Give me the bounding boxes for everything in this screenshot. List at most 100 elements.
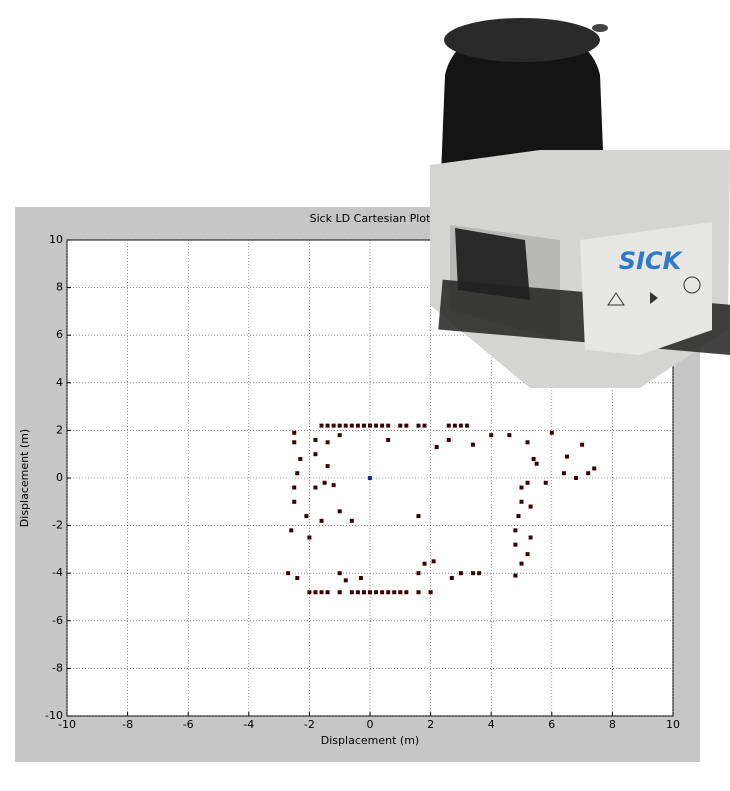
point [526, 552, 530, 556]
device-logo: SICK [619, 247, 684, 275]
y-tick-label: 4 [56, 376, 63, 389]
x-tick-label: -2 [304, 718, 315, 731]
point [520, 500, 524, 504]
device-photo: SICK [430, 18, 730, 388]
x-tick-label: 8 [609, 718, 616, 731]
x-tick-label: 4 [488, 718, 495, 731]
point [320, 519, 324, 523]
point [386, 438, 390, 442]
point [592, 466, 596, 470]
x-tick-label: 6 [548, 718, 555, 731]
point [416, 590, 420, 594]
screenshot: Sick LD Cartesian Plot Displacement (m) … [0, 0, 730, 791]
point [398, 424, 402, 428]
point [313, 452, 317, 456]
point [423, 562, 427, 566]
point [368, 476, 372, 480]
point [386, 590, 390, 594]
point [374, 590, 378, 594]
x-tick-label: 10 [666, 718, 680, 731]
point [359, 576, 363, 580]
point [447, 424, 451, 428]
x-axis-label: Displacement (m) [321, 734, 419, 747]
point [516, 514, 520, 518]
point [574, 476, 578, 480]
chart-title: Sick LD Cartesian Plot [310, 212, 431, 225]
point [520, 486, 524, 490]
point [313, 438, 317, 442]
point [386, 424, 390, 428]
point [526, 440, 530, 444]
point [292, 440, 296, 444]
y-tick-label: -8 [52, 661, 63, 674]
point [307, 590, 311, 594]
point [453, 424, 457, 428]
x-tick-label: -8 [122, 718, 133, 731]
point [532, 457, 536, 461]
point [313, 590, 317, 594]
point [565, 455, 569, 459]
point [338, 433, 342, 437]
point [338, 571, 342, 575]
point [513, 574, 517, 578]
y-tick-label: 0 [56, 471, 63, 484]
point [332, 424, 336, 428]
point [350, 519, 354, 523]
point [368, 424, 372, 428]
point [323, 481, 327, 485]
point [465, 424, 469, 428]
point [429, 590, 433, 594]
point [332, 483, 336, 487]
point [350, 424, 354, 428]
point [304, 514, 308, 518]
point [507, 433, 511, 437]
point [338, 509, 342, 513]
point [320, 590, 324, 594]
point [513, 528, 517, 532]
point [535, 462, 539, 466]
y-tick-label: -4 [52, 566, 63, 579]
x-tick-label: -4 [243, 718, 254, 731]
y-tick-label: -10 [45, 709, 63, 722]
point [344, 578, 348, 582]
point [374, 424, 378, 428]
point [292, 500, 296, 504]
point [404, 590, 408, 594]
point [338, 424, 342, 428]
x-tick-label: 0 [367, 718, 374, 731]
y-tick-label: -2 [52, 519, 63, 532]
point [477, 571, 481, 575]
point [292, 486, 296, 490]
point [326, 424, 330, 428]
point [356, 590, 360, 594]
y-tick-label: 6 [56, 328, 63, 341]
x-tick-label: 2 [427, 718, 434, 731]
point [320, 424, 324, 428]
point [450, 576, 454, 580]
point [423, 424, 427, 428]
point [289, 528, 293, 532]
point [295, 576, 299, 580]
point [313, 486, 317, 490]
point [416, 424, 420, 428]
point [586, 471, 590, 475]
point [298, 457, 302, 461]
point [580, 443, 584, 447]
point [416, 514, 420, 518]
point [326, 590, 330, 594]
point [416, 571, 420, 575]
point [362, 424, 366, 428]
point [368, 590, 372, 594]
y-tick-label: -6 [52, 614, 63, 627]
y-tick-label: 2 [56, 423, 63, 436]
point [529, 505, 533, 509]
point [550, 431, 554, 435]
point [392, 590, 396, 594]
point [362, 590, 366, 594]
point [286, 571, 290, 575]
point [398, 590, 402, 594]
point [432, 559, 436, 563]
point [544, 481, 548, 485]
point [562, 471, 566, 475]
point [471, 443, 475, 447]
